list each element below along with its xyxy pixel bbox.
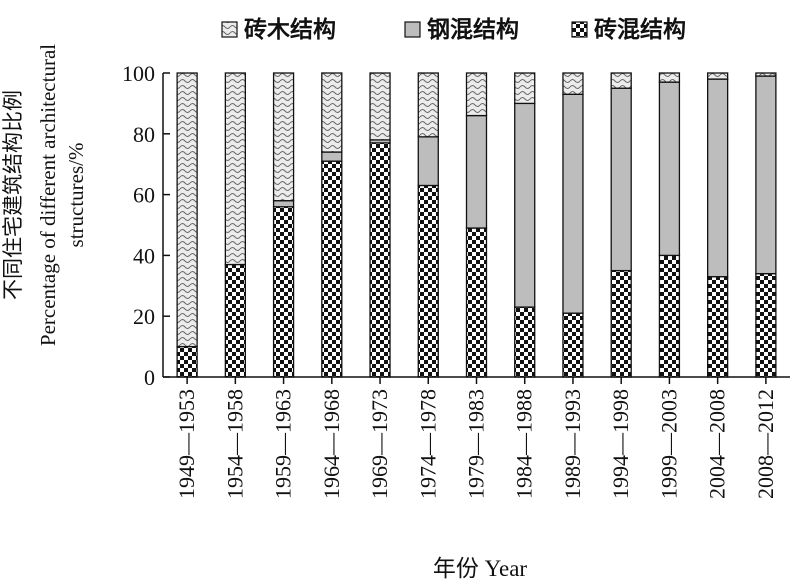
bar-group bbox=[224, 72, 246, 378]
bar-group bbox=[562, 72, 584, 378]
bar-segment bbox=[176, 72, 198, 348]
x-tick-label: 2004—2008 bbox=[705, 389, 730, 499]
x-tick-label: 1959—1963 bbox=[271, 389, 296, 499]
bar-group bbox=[707, 72, 729, 378]
bars bbox=[176, 72, 777, 378]
bar-group bbox=[514, 72, 536, 378]
bar-segment bbox=[369, 72, 391, 141]
y-axis-title-en-line2: structures/% bbox=[64, 143, 88, 248]
bar-segment bbox=[658, 81, 681, 257]
bar-group bbox=[176, 72, 198, 378]
bar-segment bbox=[610, 72, 632, 89]
bar-segment bbox=[417, 184, 439, 378]
bar-segment bbox=[610, 269, 632, 378]
x-tick-label: 2008—2012 bbox=[753, 389, 778, 499]
bar-segment bbox=[755, 72, 777, 77]
legend-label: 砖混结构 bbox=[594, 16, 686, 42]
bar-segment bbox=[176, 345, 198, 378]
bar-group bbox=[658, 72, 681, 378]
bar-segment bbox=[562, 312, 584, 378]
x-tick-label: 1954—1958 bbox=[222, 389, 247, 499]
x-axis-title: 年份 Year bbox=[433, 556, 527, 581]
legend-swatch bbox=[571, 21, 588, 38]
bar-segment bbox=[610, 87, 632, 272]
legend-label: 钢混结构 bbox=[427, 16, 519, 42]
x-tick-label: 1979—1983 bbox=[464, 389, 489, 499]
x-tick-label: 1989—1993 bbox=[560, 389, 585, 499]
bar-segment bbox=[755, 75, 777, 275]
x-tick-label: 1949—1953 bbox=[174, 389, 199, 499]
x-tick-label: 1969—1973 bbox=[367, 389, 392, 499]
legend-label: 砖木结构 bbox=[244, 16, 336, 42]
bar-group bbox=[417, 72, 439, 378]
bar-segment bbox=[707, 276, 729, 378]
legend-swatch bbox=[404, 21, 421, 38]
y-tick-label: 80 bbox=[133, 122, 155, 147]
bar-segment bbox=[562, 72, 584, 95]
legend-swatch bbox=[221, 21, 238, 38]
y-tick-label: 40 bbox=[133, 243, 155, 268]
bar-segment bbox=[272, 72, 295, 202]
bar-segment bbox=[562, 93, 584, 314]
x-tick-label: 1964—1968 bbox=[319, 389, 344, 499]
bar-segment bbox=[465, 114, 488, 229]
x-tick-label: 1999—2003 bbox=[656, 389, 681, 499]
y-tick-label: 100 bbox=[122, 61, 155, 86]
y-tick-label: 0 bbox=[144, 365, 155, 390]
y-axis-title-en-line1: Percentage of different architectural bbox=[36, 44, 60, 346]
y-axis: 0 20 40 60 80 100 bbox=[122, 61, 170, 390]
bar-segment bbox=[707, 78, 729, 278]
bar-segment bbox=[514, 102, 536, 308]
bar-segment bbox=[755, 272, 777, 378]
bar-group bbox=[465, 72, 488, 378]
bar-segment bbox=[321, 160, 343, 378]
bar-segment bbox=[272, 200, 295, 208]
y-tick-label: 20 bbox=[133, 304, 155, 329]
bar-group bbox=[321, 72, 343, 378]
x-tick-label: 1984—1988 bbox=[512, 389, 537, 499]
bar-segment bbox=[224, 263, 246, 378]
bar-segment bbox=[707, 72, 729, 80]
bar-group bbox=[369, 72, 391, 378]
legend: 砖木结构 钢混结构 砖混结构 bbox=[221, 16, 686, 42]
bar-segment bbox=[417, 72, 439, 138]
x-tick-label: 1974—1978 bbox=[415, 389, 440, 499]
bar-segment bbox=[514, 306, 536, 378]
bar-group bbox=[755, 72, 777, 378]
bar-segment bbox=[465, 227, 488, 378]
x-axis: 1949—1953 1954—1958 1959—1963 1964—1968 1969… bbox=[163, 376, 790, 499]
bar-segment bbox=[658, 72, 681, 83]
y-axis-title-cn: 不同住宅建筑结构比例 bbox=[1, 90, 25, 300]
bar-segment bbox=[658, 254, 681, 378]
bar-segment bbox=[272, 206, 295, 378]
bar-segment bbox=[321, 72, 343, 153]
bar-segment bbox=[321, 151, 343, 162]
bar-segment bbox=[417, 136, 439, 187]
bar-segment bbox=[514, 72, 536, 105]
bar-segment bbox=[369, 142, 391, 378]
bar-segment bbox=[224, 72, 246, 266]
y-tick-label: 60 bbox=[133, 183, 155, 208]
x-tick-label: 1994—1998 bbox=[608, 389, 633, 499]
bar-group bbox=[272, 72, 295, 378]
bar-segment bbox=[465, 72, 488, 117]
bar-group bbox=[610, 72, 632, 378]
